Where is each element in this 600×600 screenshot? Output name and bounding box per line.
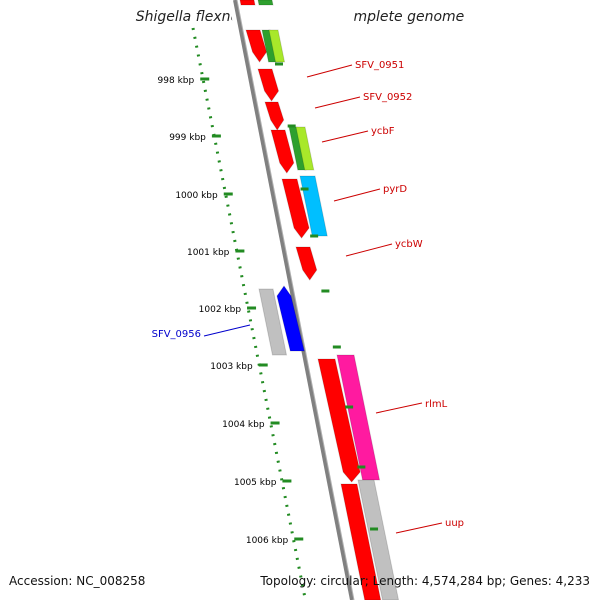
accession-text: Accession: NC_008258 — [9, 574, 146, 588]
gene-pyrd[interactable] — [281, 178, 310, 239]
scale-label: 998 kbp — [158, 76, 195, 86]
label-leader — [314, 96, 361, 109]
scale-label: 1003 kbp — [210, 362, 253, 372]
gene-sfv0951-lime[interactable] — [268, 29, 286, 63]
gene-rlml[interactable] — [317, 358, 361, 483]
gene-uup-gray[interactable] — [357, 479, 400, 600]
gene-sfv0952[interactable] — [257, 68, 280, 102]
label-leader — [321, 130, 369, 143]
gene-rlml-magenta[interactable] — [336, 354, 381, 481]
backbone-line — [233, 0, 354, 600]
gene-label[interactable]: ycbF — [371, 126, 395, 137]
scale-label: 1001 kbp — [187, 248, 230, 258]
gene-label[interactable]: ycbW — [395, 239, 423, 250]
label-leader — [395, 522, 443, 534]
label-leaders — [200, 62, 443, 541]
gene-label[interactable]: uup — [445, 518, 464, 529]
gene-sfv0956-gray[interactable] — [258, 288, 288, 356]
scale-label: 1000 kbp — [175, 191, 218, 201]
gene-sfv0956[interactable] — [276, 285, 305, 352]
gene-label[interactable]: pyrD — [383, 184, 407, 195]
gene-sfv0952-b[interactable] — [264, 101, 285, 131]
label-leader — [306, 64, 353, 78]
feature-layer — [239, 0, 400, 600]
gene-ycbf[interactable] — [270, 129, 295, 174]
gene-ycbf-lime[interactable] — [295, 126, 315, 171]
label-leader — [375, 402, 423, 414]
footer: Accession: NC_008258 Topology: circular;… — [0, 574, 600, 594]
gene-label[interactable]: rlmL — [425, 399, 448, 410]
gene-ycbw[interactable] — [295, 246, 318, 281]
backbone-highlight — [236, 0, 355, 600]
gene-top-red[interactable] — [239, 0, 256, 6]
gene-pyrd-cyan[interactable] — [299, 175, 328, 237]
scale-label: 1002 kbp — [199, 305, 242, 315]
label-leader — [203, 324, 251, 337]
scale-label: 999 kbp — [169, 133, 206, 143]
gene-label[interactable]: SFV_0956 — [152, 329, 201, 340]
gene-uup-red[interactable] — [340, 483, 382, 600]
scale-label: 1004 kbp — [222, 420, 265, 430]
gene-label[interactable]: SFV_0952 — [363, 92, 412, 103]
gene-sfv0951[interactable] — [245, 29, 268, 63]
genome-summary: Topology: circular; Length: 4,574,284 bp… — [260, 574, 590, 588]
gene-label[interactable]: SFV_0951 — [355, 60, 404, 71]
label-leader — [345, 243, 393, 257]
label-layer: 998 kbp 999 kbp 1000 kbp 1001 kbp 1002 kbp 10… — [152, 60, 464, 546]
gene-top-green[interactable] — [257, 0, 274, 6]
scale-label: 1006 kbp — [246, 536, 289, 546]
label-leader — [333, 188, 381, 202]
scale-label: 1005 kbp — [234, 478, 277, 488]
